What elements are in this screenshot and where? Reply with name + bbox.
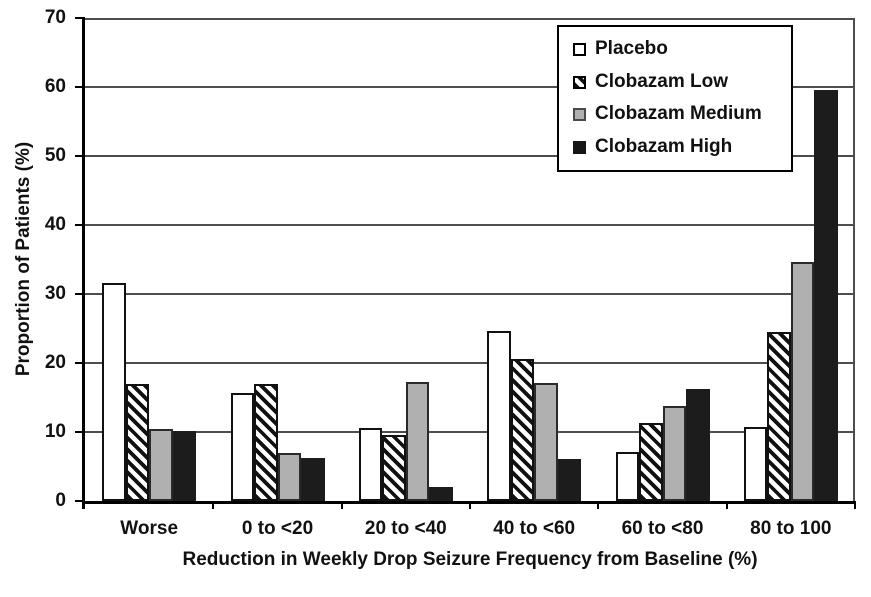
bar-clobazam-high-0-to-20 — [301, 458, 325, 501]
y-tick-mark-60 — [75, 86, 85, 88]
x-tick-label-0-to-20: 0 to <20 — [241, 518, 314, 539]
y-tick-label-40: 40 — [44, 214, 66, 235]
x-tick-mark-2 — [340, 501, 343, 509]
y-tick-mark-70 — [75, 17, 85, 19]
plot-area — [82, 18, 855, 509]
bar-clobazam-medium-0-to-20 — [277, 452, 301, 501]
x-tick-label-worse: Worse — [120, 518, 179, 539]
bar-placebo-0-to-20 — [230, 392, 254, 501]
bar-clobazam-low-0-to-20 — [254, 383, 278, 501]
bar-clobazam-low-40-to-60 — [510, 358, 535, 501]
y-tick-label-0: 0 — [55, 490, 66, 511]
y-tick-label-10: 10 — [44, 421, 66, 442]
legend-swatch-clobazam-high-icon — [573, 141, 586, 155]
legend-label-clobazam-high: Clobazam High — [595, 136, 733, 158]
y-axis-line — [82, 18, 85, 509]
x-tick-mark-5 — [725, 501, 728, 509]
bar-placebo-60-to-80 — [615, 452, 639, 501]
bar-placebo-worse — [102, 282, 126, 501]
y-tick-label-70: 70 — [44, 7, 66, 28]
x-tick-mark-3 — [469, 501, 471, 509]
bar-clobazam-medium-80-to-100 — [790, 262, 815, 501]
bar-clobazam-medium-worse — [149, 429, 173, 501]
bar-clobazam-low-60-to-80 — [639, 423, 663, 501]
x-tick-mark-6 — [854, 501, 856, 509]
plot-border-right — [853, 18, 855, 501]
gridline-10 — [85, 431, 853, 433]
gridline-30 — [85, 293, 853, 295]
bar-clobazam-high-20-to-40 — [429, 487, 453, 501]
y-tick-label-60: 60 — [44, 76, 66, 97]
legend-label-clobazam-low: Clobazam Low — [595, 70, 729, 92]
y-tick-label-50: 50 — [44, 145, 66, 166]
y-tick-mark-10 — [75, 431, 85, 433]
legend-label-clobazam-medium: Clobazam Medium — [595, 103, 762, 125]
x-axis-title: Reduction in Weekly Drop Seizure Frequen… — [182, 549, 758, 570]
legend-label-placebo: Placebo — [595, 37, 668, 59]
legend-item-clobazam-low: Clobazam Low — [573, 70, 791, 93]
bar-clobazam-high-60-to-80 — [686, 388, 710, 501]
bar-clobazam-high-80-to-100 — [814, 89, 838, 501]
legend-swatch-placebo-icon — [573, 42, 586, 56]
x-tick-label-20-to-40: 20 to <40 — [364, 518, 447, 539]
gridline-60 — [85, 86, 853, 88]
bar-clobazam-low-worse — [125, 383, 150, 501]
y-tick-label-20: 20 — [44, 352, 66, 373]
gridline-40 — [85, 224, 853, 226]
bar-clobazam-medium-40-to-60 — [534, 383, 558, 501]
bar-clobazam-high-worse — [172, 430, 197, 501]
legend-item-clobazam-medium: Clobazam Medium — [573, 104, 791, 125]
bar-placebo-40-to-60 — [487, 331, 511, 501]
x-tick-label-40-to-60: 40 to <60 — [493, 518, 576, 539]
gridline-20 — [85, 362, 853, 364]
x-tick-mark-4 — [597, 501, 600, 509]
x-tick-label-80-to-100: 80 to 100 — [750, 518, 832, 539]
y-tick-mark-20 — [75, 362, 85, 364]
bar-clobazam-high-40-to-60 — [557, 458, 582, 501]
x-axis-line — [82, 501, 855, 504]
y-axis-title: Proportion of Patients (%) — [13, 141, 34, 377]
gridline-50 — [85, 155, 853, 157]
bar-clobazam-medium-60-to-80 — [662, 405, 686, 501]
legend-item-clobazam-high: Clobazam High — [573, 136, 791, 158]
legend-swatch-clobazam-medium-icon — [573, 108, 586, 122]
legend-item-placebo: Placebo — [573, 37, 791, 60]
bar-clobazam-low-80-to-100 — [767, 331, 791, 501]
legend: Placebo Clobazam Low Clobazam Medium Clo… — [557, 25, 793, 172]
bar-clobazam-medium-20-to-40 — [405, 382, 430, 501]
y-tick-mark-40 — [75, 224, 85, 226]
y-tick-mark-0 — [75, 500, 85, 502]
x-tick-label-60-to-80: 60 to <80 — [621, 518, 704, 539]
bar-placebo-80-to-100 — [743, 427, 768, 501]
legend-swatch-clobazam-low-icon — [573, 75, 586, 89]
y-tick-label-30: 30 — [44, 283, 66, 304]
bar-placebo-20-to-40 — [358, 427, 383, 501]
y-tick-mark-50 — [75, 155, 85, 157]
bar-clobazam-low-20-to-40 — [382, 434, 406, 501]
y-tick-mark-30 — [75, 293, 85, 295]
x-tick-mark-1 — [212, 501, 215, 509]
plot-border-top — [85, 18, 855, 20]
